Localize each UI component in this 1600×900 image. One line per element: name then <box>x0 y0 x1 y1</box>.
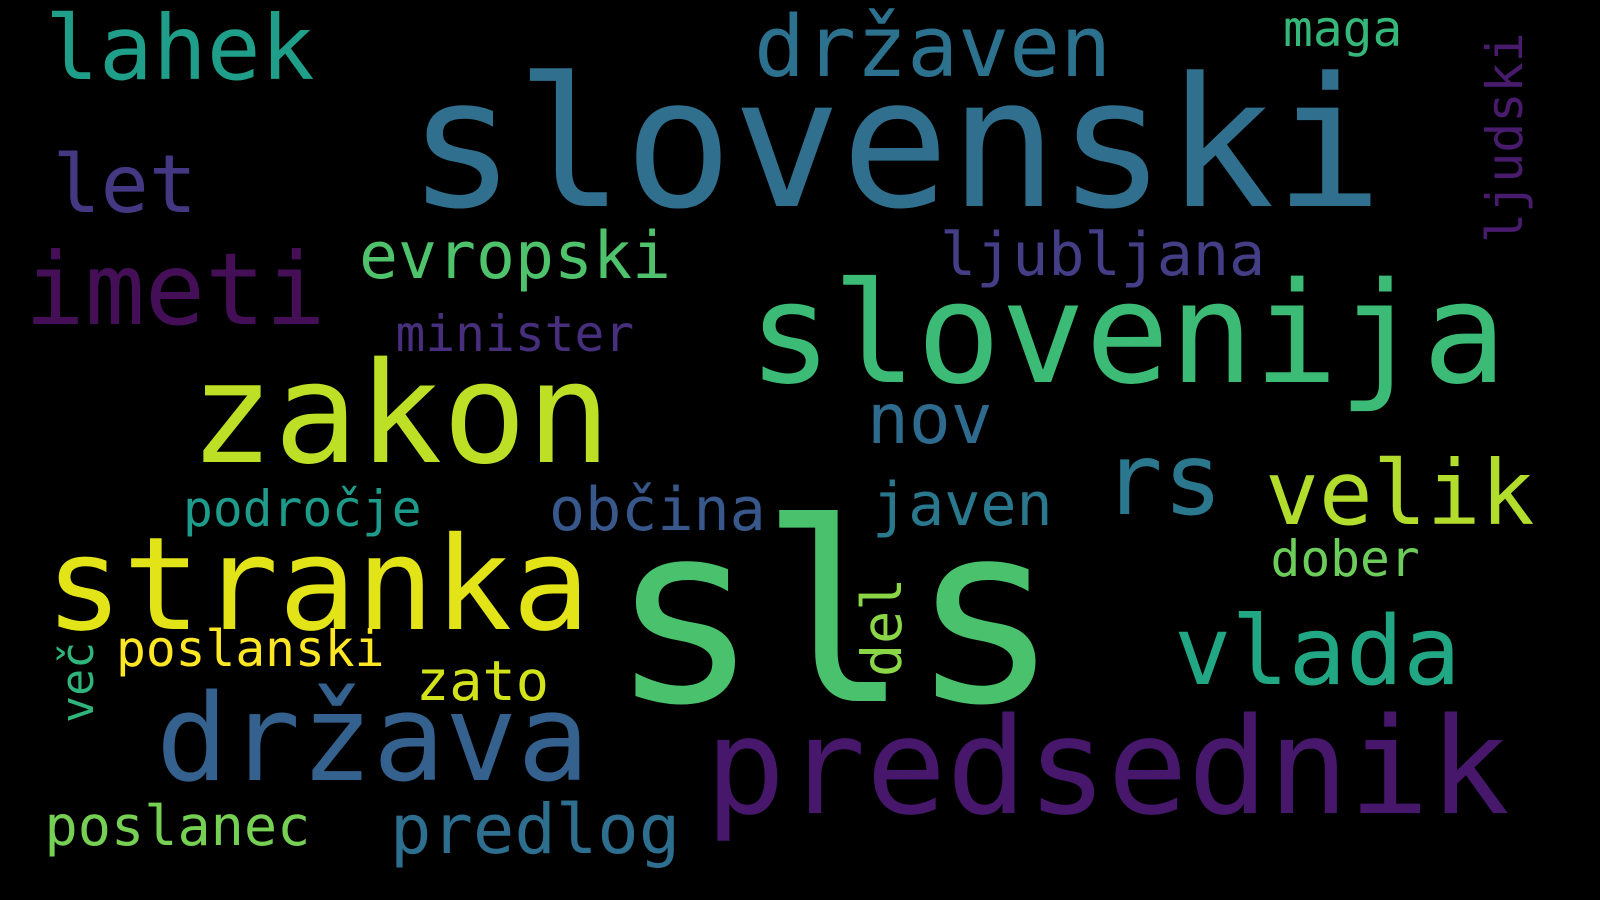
word-velik: velik <box>1265 442 1535 546</box>
word-minister: minister <box>395 305 635 363</box>
word-drzava: država <box>156 670 590 809</box>
word-slovenija: slovenija <box>748 253 1507 416</box>
word-poslanec: poslanec <box>44 795 311 859</box>
word-vlada: vlada <box>1174 597 1461 707</box>
word-del: del <box>850 577 914 677</box>
word-zakon: zakon <box>189 333 611 496</box>
word-ljudski: ljudski <box>1476 32 1534 243</box>
word-zato: zato <box>416 650 549 714</box>
word-podrocje: področje <box>183 480 422 538</box>
word-evropski: evropski <box>359 219 671 294</box>
word-dober: dober <box>1270 530 1420 588</box>
word-ljubljana: ljubljana <box>940 220 1266 290</box>
word-let: let <box>52 138 198 231</box>
word-stranka: stranka <box>45 509 590 660</box>
word-lahek: lahek <box>45 0 315 101</box>
word-nov: nov <box>867 379 993 460</box>
word-slovenski: slovenski <box>407 40 1383 249</box>
word-drzaven: državen <box>754 0 1112 96</box>
word-maga: maga <box>1283 0 1403 58</box>
word-imeti: imeti <box>24 231 326 348</box>
word-obcina: občina <box>549 475 766 545</box>
word-javen: javen <box>872 470 1053 540</box>
word-sls: sls <box>609 469 1061 760</box>
word-rs: rs <box>1102 421 1223 538</box>
word-predlog: predlog <box>390 789 681 870</box>
word-predsednik: predsednik <box>705 688 1510 845</box>
word-poslanski: poslanski <box>116 620 385 678</box>
word-vec: več <box>51 641 104 723</box>
